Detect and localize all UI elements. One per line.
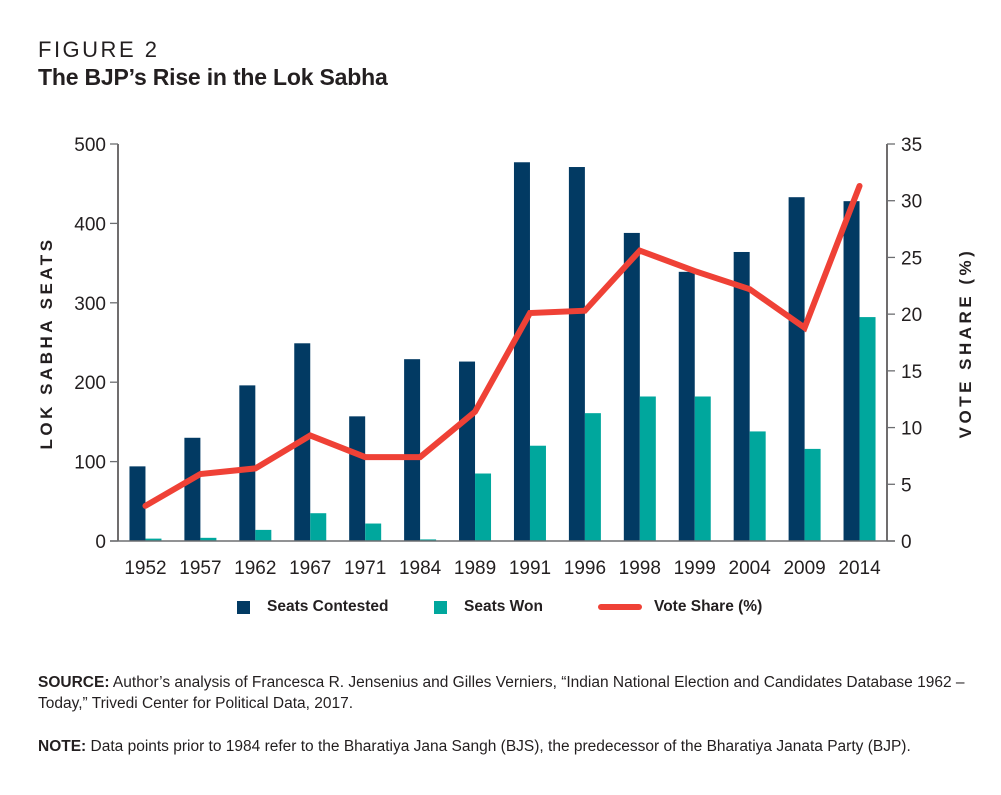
legend-line-vote-share bbox=[598, 604, 642, 610]
legend-swatch-seats-contested bbox=[237, 600, 250, 614]
x-tick-label: 1962 bbox=[234, 558, 276, 579]
y2-tick-label: 5 bbox=[901, 475, 912, 496]
bar-seats-won bbox=[804, 448, 821, 541]
x-tick-label: 2009 bbox=[783, 558, 825, 579]
x-tick-label: 1999 bbox=[674, 558, 716, 579]
x-tick-label: 1957 bbox=[179, 558, 221, 579]
bar-seats-won bbox=[529, 445, 546, 541]
y-tick-labels: 0 100 200 300 400 500 bbox=[74, 135, 106, 553]
x-tick-label: 1967 bbox=[289, 558, 331, 579]
legend-item-seats-won: Seats Won bbox=[434, 598, 543, 616]
bar-seats-contested bbox=[129, 466, 146, 541]
bar-seats-won bbox=[145, 538, 162, 541]
y2-tick-label: 25 bbox=[901, 248, 922, 269]
legend-item-seats-contested: Seats Contested bbox=[237, 598, 388, 616]
y-axis-title: LOK SABHA SEATS bbox=[37, 236, 56, 449]
bar-seats-contested bbox=[843, 201, 860, 541]
figure-title: The BJP’s Rise in the Lok Sabha bbox=[38, 64, 388, 90]
legend-label: Vote Share (%) bbox=[654, 598, 763, 615]
bar-seats-won bbox=[255, 529, 272, 541]
bar-seats-won bbox=[859, 317, 876, 541]
bar-seats-won bbox=[310, 513, 327, 541]
y-tick-label: 200 bbox=[74, 373, 106, 394]
bar-seats-won bbox=[694, 396, 711, 541]
y2-tick-label: 15 bbox=[901, 362, 922, 383]
x-tick-label: 1952 bbox=[124, 558, 166, 579]
note-text: Data points prior to 1984 refer to the B… bbox=[86, 738, 911, 755]
axes bbox=[110, 143, 895, 542]
bar-seats-contested bbox=[404, 359, 421, 541]
chart: 1952 1957 1962 1967 1971 1984 1989 1991 1996 1998… bbox=[37, 135, 975, 579]
vote-share-line bbox=[142, 182, 863, 509]
bar-seats-won bbox=[475, 473, 492, 541]
y-tick-label: 300 bbox=[74, 294, 106, 315]
x-tick-label: 1984 bbox=[399, 558, 442, 579]
y-tick-label: 0 bbox=[95, 532, 106, 553]
legend-item-vote-share: Vote Share (%) bbox=[598, 598, 762, 616]
source-text: Author’s analysis of Francesca R. Jensen… bbox=[38, 674, 965, 712]
y2-tick-labels: 0 5 10 15 20 25 30 35 bbox=[901, 135, 922, 553]
legend-swatch-seats-won bbox=[434, 600, 447, 614]
bar-seats-contested bbox=[459, 361, 476, 541]
x-tick-label: 1998 bbox=[619, 558, 661, 579]
note-label: NOTE: bbox=[38, 738, 87, 755]
bar-seats-won bbox=[749, 431, 766, 541]
x-tick-label: 2004 bbox=[729, 558, 772, 579]
y2-tick-label: 20 bbox=[901, 305, 922, 326]
bar-seats-contested bbox=[678, 271, 695, 541]
x-tick-label: 1989 bbox=[454, 558, 496, 579]
y2-axis-title: VOTE SHARE (%) bbox=[956, 248, 975, 439]
bar-seats-won bbox=[584, 413, 601, 541]
y2-tick-label: 0 bbox=[901, 532, 912, 553]
x-tick-labels: 1952 1957 1962 1967 1971 1984 1989 1991 1996 1998… bbox=[124, 558, 881, 579]
note: NOTE: Data points prior to 1984 refer to… bbox=[38, 736, 978, 757]
vote-share-line-group bbox=[142, 182, 863, 509]
y2-tick-label: 30 bbox=[901, 192, 922, 213]
bar-seats-won bbox=[420, 539, 437, 541]
source-note: SOURCE: Author’s analysis of Francesca R… bbox=[38, 672, 978, 714]
bar-seats-contested bbox=[788, 197, 805, 541]
bar-seats-contested bbox=[513, 162, 530, 541]
legend-label: Seats Won bbox=[464, 598, 543, 615]
legend: Seats Contested Seats Won Vote Share (%) bbox=[0, 598, 1001, 622]
y-tick-label: 400 bbox=[74, 214, 106, 235]
bar-seats-contested bbox=[733, 251, 750, 541]
bar-seats-contested bbox=[623, 232, 640, 542]
y2-tick-label: 10 bbox=[901, 419, 922, 440]
bar-seats-won bbox=[639, 396, 656, 541]
y-tick-label: 500 bbox=[74, 135, 106, 156]
bar-seats-won bbox=[200, 537, 217, 541]
bar-seats-contested bbox=[184, 437, 201, 541]
x-tick-label: 1996 bbox=[564, 558, 606, 579]
x-tick-label: 1971 bbox=[344, 558, 386, 579]
y2-tick-label: 35 bbox=[901, 135, 922, 156]
x-tick-label: 1991 bbox=[509, 558, 551, 579]
figure-label: FIGURE 2 bbox=[38, 37, 160, 62]
bar-seats-won bbox=[365, 523, 382, 541]
source-label: SOURCE: bbox=[38, 674, 110, 691]
bar-seats-contested bbox=[349, 416, 366, 541]
y-tick-label: 100 bbox=[74, 453, 106, 474]
bar-seats-contested bbox=[568, 167, 585, 541]
bar-seats-contested bbox=[239, 385, 256, 541]
bars-seats-won bbox=[145, 317, 876, 541]
x-tick-label: 2014 bbox=[838, 558, 881, 579]
legend-label: Seats Contested bbox=[267, 598, 389, 615]
